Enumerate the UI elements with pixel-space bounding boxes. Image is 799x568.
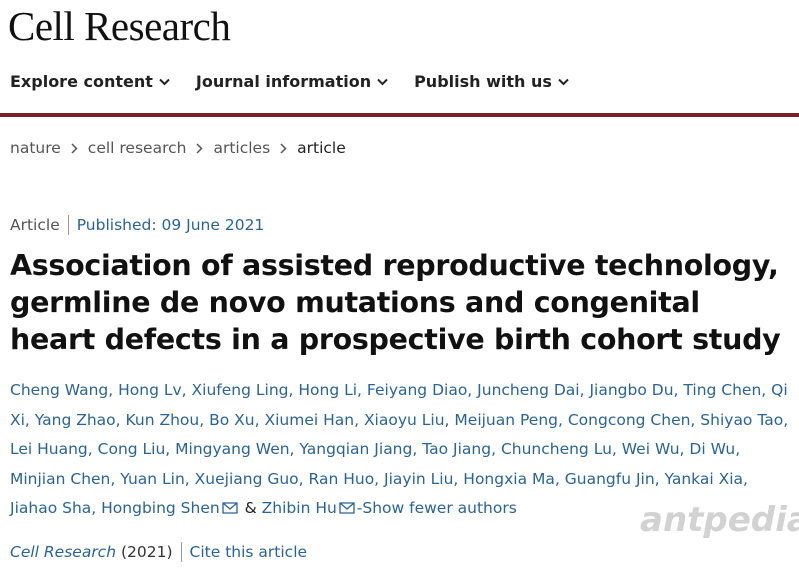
- article-type: Article: [10, 216, 60, 234]
- author[interactable]: Jiayin Liu,: [384, 469, 459, 488]
- author[interactable]: Jiangbo Du,: [589, 381, 679, 399]
- toggle-authors[interactable]: -Show fewer authors: [356, 499, 517, 517]
- author[interactable]: Qi Xi,: [10, 381, 788, 429]
- crumb-sep: [196, 142, 204, 154]
- author[interactable]: Chuncheng Lu,: [500, 440, 617, 458]
- author[interactable]: Mingyang Wen,: [175, 440, 295, 458]
- crumb-sep: [280, 142, 287, 154]
- nav-item[interactable]: Publish with us: [414, 72, 569, 91]
- published-date: Published: 09 June 2021: [76, 216, 265, 234]
- nav-label: Journal information: [195, 72, 372, 91]
- author[interactable]: Yang Zhao,: [34, 410, 121, 429]
- header-rule: [0, 113, 799, 117]
- author[interactable]: Jiahao Sha,: [10, 499, 97, 517]
- citation: Cell Research (2021) Cite this article: [10, 542, 307, 562]
- nav-bar: Explore content Journal information Publ…: [10, 72, 569, 91]
- breadcrumbs: nature cell research articles article: [10, 139, 346, 157]
- crumb[interactable]: cell research: [87, 139, 187, 157]
- author[interactable]: Xiufeng Ling,: [191, 381, 294, 399]
- author[interactable]: Ran Huo,: [308, 469, 380, 488]
- author[interactable]: Cong Liu,: [97, 440, 171, 458]
- author[interactable]: Xuejiang Guo,: [194, 469, 304, 488]
- author[interactable]: Ting Chen,: [683, 381, 767, 399]
- nav-label: Publish with us: [414, 72, 552, 91]
- nav-label: Explore content: [10, 72, 153, 91]
- nav-item[interactable]: Journal information: [196, 72, 388, 91]
- author[interactable]: Bo Xu,: [209, 410, 260, 429]
- chevron: [377, 78, 388, 85]
- author[interactable]: Guangfu Jin,: [564, 469, 660, 488]
- author[interactable]: Kun Zhou,: [125, 410, 205, 429]
- author[interactable]: Yankai Xia,: [664, 469, 748, 488]
- email-icon-shape: [339, 502, 355, 514]
- article-title: Association of assisted reproductive tec…: [10, 249, 781, 356]
- divider: [67, 215, 69, 235]
- author[interactable]: Feiyang Diao,: [366, 381, 473, 399]
- author[interactable]: Minjian Chen,: [10, 469, 116, 488]
- author[interactable]: Meijuan Peng,: [454, 410, 563, 429]
- author[interactable]: Cheng Wang,: [10, 381, 114, 399]
- watermark: antpedia: [640, 500, 799, 540]
- author[interactable]: Hong Lv,: [118, 381, 187, 399]
- email-icon[interactable]: [222, 502, 238, 514]
- divider: [180, 542, 182, 562]
- article-meta: Article Published: 09 June 2021: [10, 215, 264, 235]
- author[interactable]: Xiumei Han,: [264, 410, 359, 429]
- author[interactable]: Hongbing Shen: [101, 499, 220, 517]
- crumb[interactable]: articles: [213, 139, 271, 157]
- cite-link[interactable]: Cite this article: [189, 543, 308, 561]
- author[interactable]: Zhibin Hu: [261, 499, 337, 517]
- crumb[interactable]: nature: [10, 139, 61, 157]
- crumb-current: article: [297, 139, 346, 157]
- nav-item[interactable]: Explore content: [10, 72, 170, 91]
- author[interactable]: Juncheng Dai,: [477, 381, 585, 399]
- author[interactable]: Hong Li,: [298, 381, 362, 399]
- chevron: [558, 78, 569, 85]
- author[interactable]: Hongxia Ma,: [463, 469, 560, 488]
- author[interactable]: Shiyao Tao,: [700, 410, 789, 429]
- author[interactable]: Yuan Lin,: [120, 469, 190, 488]
- crumb-sep: [71, 142, 78, 154]
- author[interactable]: Di Wu,: [689, 440, 741, 458]
- author[interactable]: Wei Wu,: [621, 440, 685, 458]
- author[interactable]: Congcong Chen,: [567, 410, 696, 429]
- author[interactable]: Yangqian Jiang,: [299, 440, 418, 458]
- citation-journal[interactable]: Cell Research: [10, 543, 117, 561]
- author[interactable]: Xiaoyu Liu,: [363, 410, 450, 429]
- chevron: [159, 78, 170, 85]
- email-icon[interactable]: [339, 502, 355, 514]
- author-list: Cheng Wang, Hong Lv, Xiufeng Ling, Hong …: [10, 376, 798, 524]
- author[interactable]: Tao Jiang,: [422, 440, 496, 458]
- author[interactable]: Lei Huang,: [10, 440, 93, 458]
- email-icon-shape: [222, 502, 238, 514]
- journal-name[interactable]: Cell Research: [8, 3, 231, 49]
- conjunction: &: [244, 499, 257, 517]
- citation-year: (2021): [120, 543, 173, 561]
